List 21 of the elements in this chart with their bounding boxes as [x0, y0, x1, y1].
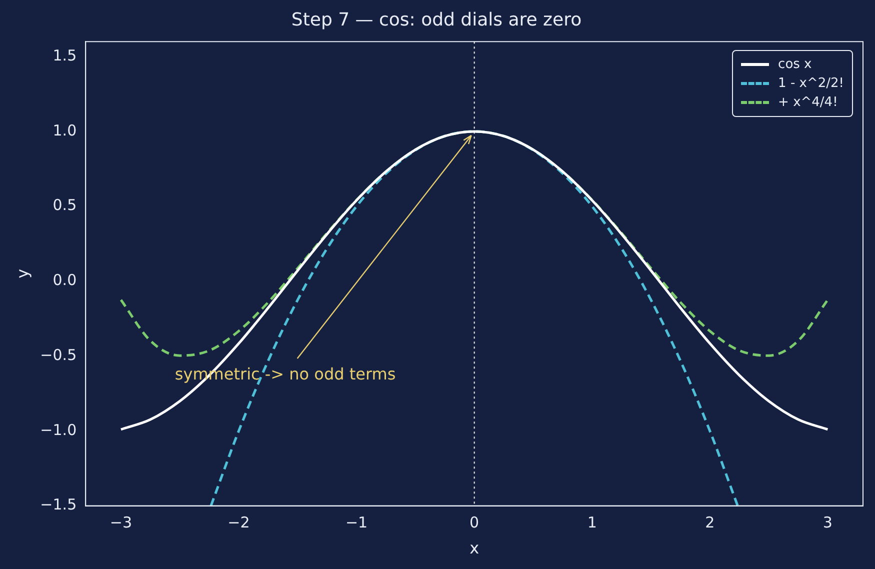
x-tick-label: −2	[228, 514, 250, 532]
chart-title: Step 7 — cos: odd dials are zero	[291, 9, 582, 30]
y-tick-label: 1.5	[52, 46, 77, 64]
y-tick-label: 0.0	[52, 271, 77, 290]
y-tick-label: 0.5	[52, 196, 77, 214]
legend-label: + x^4/4!	[778, 95, 838, 110]
x-tick-label: 2	[705, 514, 715, 532]
y-axis-title: y	[12, 268, 32, 278]
legend-label: 1 - x^2/2!	[778, 76, 844, 91]
x-tick-label: 0	[470, 514, 480, 532]
x-tick-label: −3	[110, 514, 132, 532]
legend-label: cos x	[778, 57, 812, 72]
y-tick-label: 1.0	[52, 121, 77, 140]
x-tick-label: 3	[822, 514, 832, 532]
line-series	[120, 130, 829, 357]
x-axis-title: x	[470, 538, 480, 558]
x-tick-label: −1	[345, 514, 368, 532]
y-tick-label: −1.0	[40, 420, 77, 439]
y-tick-label: −1.5	[40, 496, 77, 514]
x-tick-label: 1	[587, 514, 597, 532]
y-tick-label: −0.5	[40, 346, 77, 364]
